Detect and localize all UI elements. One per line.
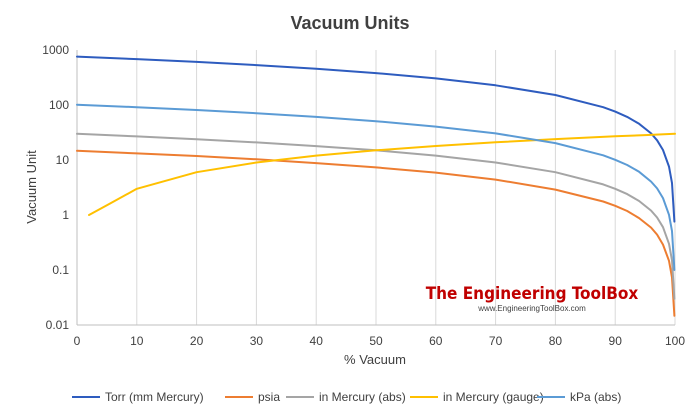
series-line-4: [76, 103, 676, 271]
series-lines: [76, 55, 676, 317]
x-tick-label: 0: [74, 334, 81, 348]
series-line-0: [76, 55, 676, 223]
x-axis-title: % Vacuum: [344, 352, 406, 367]
x-tick-label: 90: [609, 334, 623, 348]
legend: Torr (mm Mercury) psia in Mercury (abs) in …: [72, 390, 621, 404]
x-tick-label: 80: [549, 334, 563, 348]
x-tick-label: 10: [130, 334, 144, 348]
series-line-2: [76, 132, 676, 300]
legend-label-1: psia: [258, 390, 280, 404]
y-tick-label: 1: [62, 208, 69, 222]
legend-label-4: kPa (abs): [570, 390, 621, 404]
series-line-1: [76, 149, 676, 317]
x-tick-label: 60: [429, 334, 443, 348]
legend-label-0: Torr (mm Mercury): [105, 390, 204, 404]
x-tick-label: 70: [489, 334, 503, 348]
legend-label-2: in Mercury (abs): [319, 390, 406, 404]
watermark-title: The Engineering ToolBox: [426, 284, 639, 304]
legend-label-3: in Mercury (gauge): [443, 390, 544, 404]
x-tick-label: 100: [665, 334, 685, 348]
y-tick-label: 0.1: [52, 263, 69, 277]
y-tick-label: 0.01: [46, 318, 70, 332]
x-tick-label: 30: [250, 334, 264, 348]
x-tick-label: 50: [369, 334, 383, 348]
x-tick-label: 20: [190, 334, 204, 348]
y-tick-label: 100: [49, 98, 69, 112]
chart-title: Vacuum Units: [290, 13, 409, 33]
x-tick-label: 40: [310, 334, 324, 348]
axes: 0 10 20 30 40 50 60 70 80 90 100 0.01 0.1 1 10 100 1000: [42, 43, 685, 348]
watermark-url: www.EngineeringToolBox.com: [477, 304, 586, 313]
y-tick-label: 10: [56, 153, 70, 167]
watermark: The Engineering ToolBox www.EngineeringT…: [426, 284, 639, 313]
y-axis-title: Vacuum Unit: [24, 150, 39, 224]
series-line-3: [88, 132, 676, 216]
y-tick-label: 1000: [42, 43, 69, 57]
